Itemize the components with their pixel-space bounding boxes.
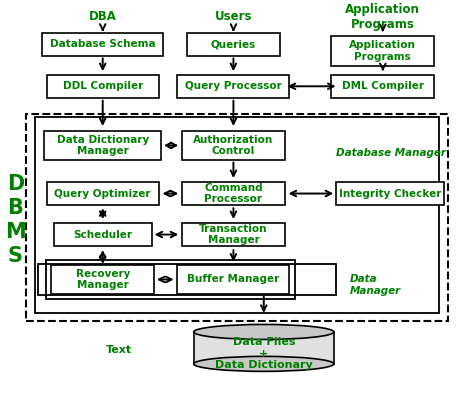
FancyBboxPatch shape bbox=[46, 182, 159, 205]
Text: Command
Processor: Command Processor bbox=[204, 183, 263, 204]
FancyBboxPatch shape bbox=[336, 182, 444, 205]
FancyBboxPatch shape bbox=[331, 75, 434, 98]
Text: Text: Text bbox=[106, 345, 132, 355]
FancyBboxPatch shape bbox=[42, 33, 164, 56]
Text: DML Compiler: DML Compiler bbox=[342, 81, 424, 91]
Text: Application
Programs: Application Programs bbox=[346, 3, 420, 31]
Polygon shape bbox=[194, 332, 334, 364]
Text: Users: Users bbox=[215, 10, 252, 23]
FancyBboxPatch shape bbox=[177, 75, 290, 98]
Text: DBA: DBA bbox=[89, 10, 117, 23]
Text: Integrity Checker: Integrity Checker bbox=[338, 189, 441, 198]
FancyBboxPatch shape bbox=[177, 265, 290, 294]
Text: Recovery
Manager: Recovery Manager bbox=[75, 269, 130, 290]
Text: Database Manager: Database Manager bbox=[336, 148, 446, 158]
Text: Transaction
Manager: Transaction Manager bbox=[199, 224, 268, 245]
Text: Query Processor: Query Processor bbox=[185, 81, 282, 91]
FancyBboxPatch shape bbox=[187, 33, 280, 56]
FancyBboxPatch shape bbox=[182, 182, 285, 205]
FancyBboxPatch shape bbox=[51, 265, 154, 294]
Text: Authorization
Control: Authorization Control bbox=[193, 135, 273, 156]
Text: Database Schema: Database Schema bbox=[50, 39, 155, 49]
Text: Data
Manager: Data Manager bbox=[350, 274, 401, 296]
FancyBboxPatch shape bbox=[45, 131, 161, 160]
Text: Data Dictionary
Manager: Data Dictionary Manager bbox=[56, 135, 149, 156]
Text: D
B
M
S: D B M S bbox=[5, 173, 26, 266]
FancyBboxPatch shape bbox=[331, 36, 434, 66]
FancyBboxPatch shape bbox=[54, 223, 152, 247]
Text: Scheduler: Scheduler bbox=[73, 229, 132, 239]
FancyBboxPatch shape bbox=[182, 131, 285, 160]
Ellipse shape bbox=[194, 324, 334, 339]
FancyBboxPatch shape bbox=[182, 223, 285, 247]
Text: Queries: Queries bbox=[211, 39, 256, 49]
Text: DDL Compiler: DDL Compiler bbox=[63, 81, 143, 91]
Text: Data Files
+
Data Dictionary: Data Files + Data Dictionary bbox=[215, 337, 313, 370]
Text: Query Optimizer: Query Optimizer bbox=[55, 189, 151, 198]
Text: Buffer Manager: Buffer Manager bbox=[187, 274, 280, 285]
Text: Application
Programs: Application Programs bbox=[349, 40, 416, 62]
Ellipse shape bbox=[194, 357, 334, 371]
FancyBboxPatch shape bbox=[46, 75, 159, 98]
